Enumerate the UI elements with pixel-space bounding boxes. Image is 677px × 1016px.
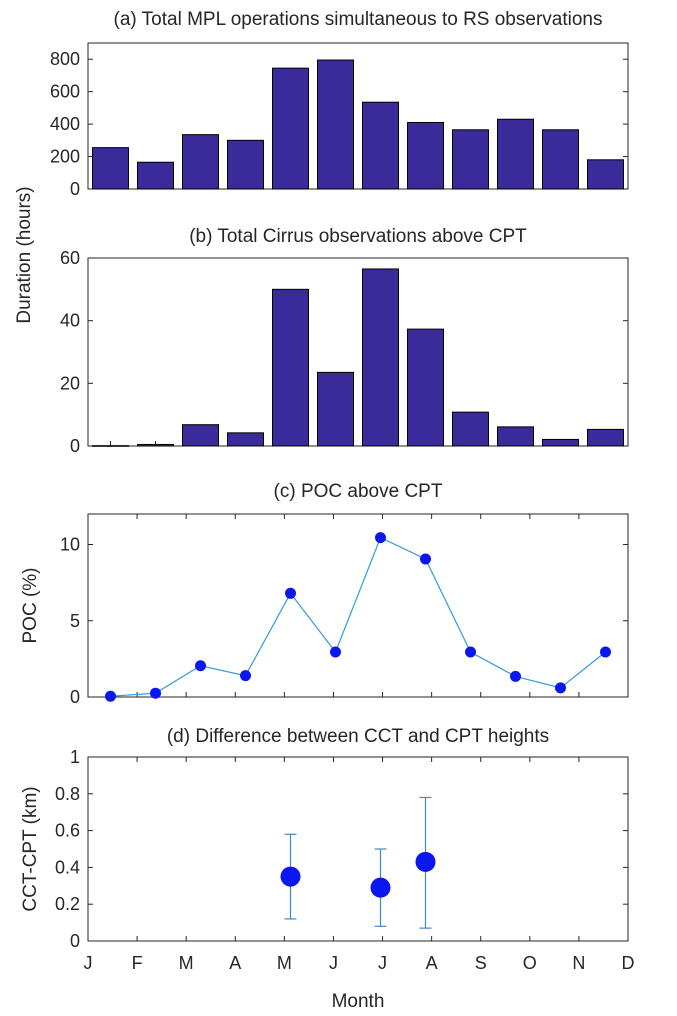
plot-area-d	[87, 756, 629, 942]
y-tick-label: 600	[50, 82, 80, 102]
data-point	[555, 682, 566, 694]
panel-d-errorbar-chart: (d) Difference between CCT and CPT heigh…	[20, 726, 635, 973]
bar	[587, 428, 624, 447]
data-point	[105, 690, 116, 702]
bar	[587, 159, 624, 190]
bar	[497, 118, 534, 190]
panel-b-bar-chart: (b) Total Cirrus observations above CPT 0…	[60, 226, 629, 456]
panel-title-a: (a) Total MPL operations simultaneous to…	[114, 9, 603, 30]
y-tick-label: 20	[60, 373, 80, 393]
bar	[227, 432, 264, 447]
data-point	[240, 670, 251, 682]
bar	[182, 424, 219, 447]
bar	[182, 134, 219, 190]
y-tick-label: 0.8	[55, 784, 80, 804]
panel-title-b: (b) Total Cirrus observations above CPT	[189, 226, 527, 247]
x-tick-label: D	[622, 953, 635, 973]
bar	[272, 288, 309, 447]
plot-area-a	[87, 42, 629, 190]
data-point	[285, 587, 296, 599]
bar	[137, 161, 174, 190]
panel-a-bar-chart: (a) Total MPL operations simultaneous to…	[50, 9, 629, 199]
y-axis-label-c: POC (%)	[20, 568, 41, 644]
y-tick-label: 0.6	[55, 821, 80, 841]
y-tick-label: 0	[70, 931, 80, 951]
data-point	[510, 670, 521, 682]
x-tick-label: O	[523, 953, 537, 973]
y-tick-label: 800	[50, 49, 80, 69]
x-tick-label: J	[329, 953, 338, 973]
bar	[407, 328, 444, 447]
bar	[542, 438, 579, 447]
y-tick-label: 400	[50, 114, 80, 134]
x-tick-label: M	[277, 953, 292, 973]
data-point	[195, 660, 206, 672]
x-tick-label: J	[84, 953, 93, 973]
x-tick-label: N	[572, 953, 585, 973]
bar	[497, 426, 534, 447]
data-point	[280, 866, 301, 887]
y-tick-label: 1	[70, 747, 80, 767]
y-tick-label: 60	[60, 248, 80, 268]
bar	[92, 445, 129, 447]
panel-title-c: (c) POC above CPT	[274, 481, 443, 502]
panel-c-line-chart: (c) POC above CPT 0 5 10 POC (%)	[20, 481, 629, 707]
bar	[452, 129, 489, 190]
x-tick-label: F	[132, 953, 143, 973]
y-tick-label: 5	[70, 611, 80, 631]
data-point	[370, 877, 391, 898]
shared-y-axis-label: Duration (hours)	[14, 186, 35, 323]
bar	[317, 59, 354, 190]
data-point	[415, 851, 436, 872]
plot-area-b	[87, 257, 629, 447]
bar	[272, 67, 309, 190]
y-tick-label: 10	[60, 535, 80, 555]
data-point	[420, 553, 431, 565]
data-point	[465, 646, 476, 658]
x-tick-label: A	[426, 953, 438, 973]
bar	[362, 268, 399, 447]
bar	[452, 411, 489, 447]
data-point	[375, 532, 386, 544]
y-tick-label: 40	[60, 311, 80, 331]
plot-area-c	[87, 513, 629, 698]
bar	[407, 121, 444, 190]
y-tick-label: 0	[70, 687, 80, 707]
panel-title-d: (d) Difference between CCT and CPT heigh…	[167, 726, 549, 747]
y-axis-label-d: CCT-CPT (km)	[20, 786, 41, 911]
y-tick-label: 200	[50, 147, 80, 167]
bar	[317, 371, 354, 447]
bar	[227, 139, 264, 190]
y-tick-label: 0	[70, 179, 80, 199]
bar	[542, 129, 579, 190]
x-tick-label: A	[229, 953, 241, 973]
series-line	[110, 536, 606, 697]
bar	[92, 147, 129, 190]
x-tick-label: S	[475, 953, 487, 973]
bar	[137, 443, 174, 447]
data-point	[600, 646, 611, 658]
y-tick-label: 0.4	[55, 857, 80, 877]
x-tick-label: J	[378, 953, 387, 973]
data-point	[150, 687, 161, 699]
bar	[362, 101, 399, 190]
x-tick-label: M	[179, 953, 194, 973]
y-tick-label: 0.2	[55, 894, 80, 914]
x-axis-label: Month	[332, 991, 385, 1012]
y-tick-label: 0	[70, 436, 80, 456]
data-point	[330, 646, 341, 658]
